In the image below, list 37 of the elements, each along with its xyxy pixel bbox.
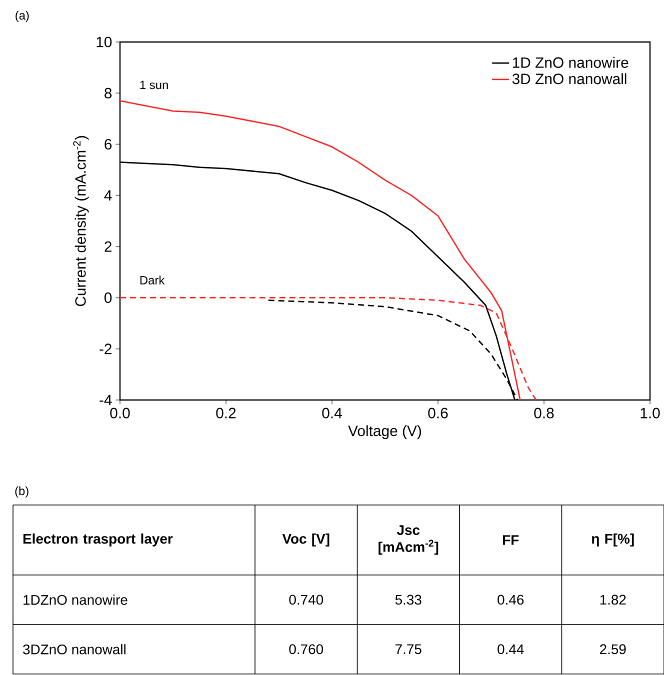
category-label: FF (503, 535, 519, 545)
text: 7.75 (396, 644, 422, 654)
y-tick-label: 4 (104, 190, 112, 201)
category-label: η F[%] (592, 533, 634, 546)
category-label: Electron trasport layer (23, 533, 173, 546)
x-tick-label: 0.4 (322, 408, 342, 418)
category-label: Jsc [mAcm$^{-2}$] (378, 525, 438, 555)
y-tick-label: 2 (104, 241, 112, 252)
text: 0.46 (498, 594, 524, 605)
x-tick-label: 0.6 (428, 408, 448, 418)
x-tick-label: 0.8 (534, 408, 554, 418)
annotation: 1 sun (140, 80, 168, 90)
x-tick-label: 1.0 (640, 408, 660, 418)
text: 0.760 (289, 644, 324, 654)
y-tick-label: 10 (96, 36, 112, 48)
y-tick-label: -2 (100, 344, 112, 354)
x-tick-label: 0.0 (110, 408, 130, 418)
text: 1DZnO nanowire (24, 594, 128, 605)
y-tick-label: 6 (104, 138, 112, 150)
legend-label: 1D ZnO nanowire (512, 56, 628, 68)
x-tick-label: 0.2 (216, 408, 236, 418)
text: (a) (16, 10, 29, 22)
text: 2.59 (600, 644, 626, 654)
text: 0.740 (289, 594, 324, 605)
legend-label: 3D ZnO nanowall (512, 73, 626, 84)
y-axis-title: Current density (mA.cm$^{-2}$) (73, 136, 89, 306)
annotation: Dark (140, 276, 165, 284)
y-tick-label: 0 (104, 292, 112, 303)
y-tick-label: 8 (104, 88, 112, 98)
text: 5.33 (395, 594, 422, 605)
text: (b) (15, 486, 28, 498)
y-tick-label: -4 (100, 394, 112, 406)
text: 0.44 (498, 644, 524, 654)
text: 3DZnO nanowall (23, 644, 126, 654)
text: 1.82 (600, 594, 626, 605)
category-label: Voc [V] (282, 533, 330, 546)
x-axis-title: Voltage (V) (348, 425, 422, 440)
